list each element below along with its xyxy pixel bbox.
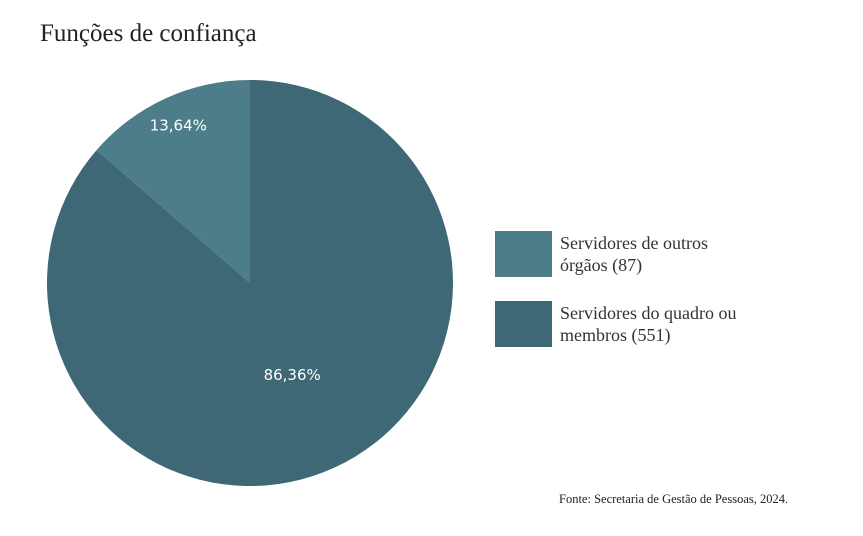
pie-slice <box>96 80 251 283</box>
legend: Servidores de outros órgãos (87) Servidor… <box>495 231 745 371</box>
chart-title: Funções de confiança <box>40 20 257 47</box>
slice-label: 86,36% <box>264 366 321 384</box>
legend-swatch <box>495 231 552 277</box>
legend-swatch <box>495 301 552 347</box>
slice-label: 13,64% <box>150 117 207 135</box>
legend-item: Servidores do quadro ou membros (551) <box>495 301 745 347</box>
legend-label: Servidores do quadro ou membros (551) <box>560 303 737 345</box>
source-note: Fonte: Secretaria de Gestão de Pessoas, … <box>559 492 789 506</box>
legend-label: Servidores de outros órgãos (87) <box>560 233 708 275</box>
pie-slice <box>47 79 454 486</box>
legend-item: Servidores de outros órgãos (87) <box>495 231 745 277</box>
